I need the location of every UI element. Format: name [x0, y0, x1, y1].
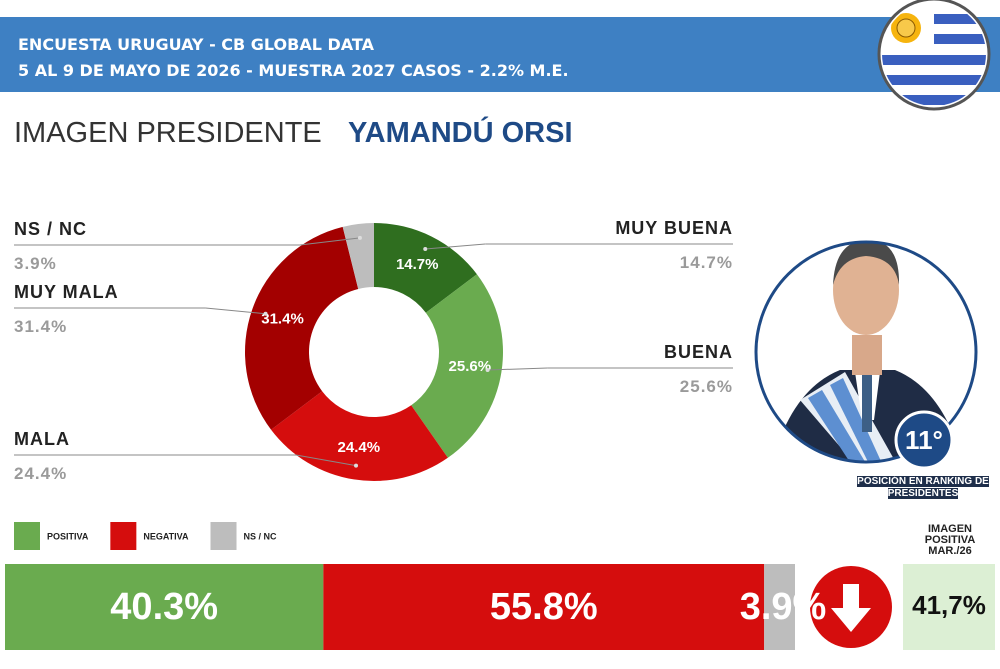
- legend-label: NS / NC: [244, 531, 278, 541]
- trend-arrow-icon: [831, 584, 871, 632]
- leader-dot: [485, 367, 490, 372]
- leader-dot: [423, 247, 428, 252]
- leader-line: [487, 367, 548, 371]
- ranking-caption-box: POSICIÓN EN RANKING DE PRESIDENTES: [857, 476, 989, 499]
- donut-slice: [411, 274, 504, 458]
- bar-label: 40.3%: [110, 586, 218, 628]
- legend-swatch: [210, 522, 237, 550]
- leader-line: [205, 307, 266, 315]
- ranking-position: 11°: [905, 425, 943, 455]
- legend-swatch: [14, 522, 40, 550]
- leader-dot: [263, 311, 268, 316]
- slice-label: 31.4%: [261, 311, 304, 328]
- outer-value: 14.7%: [680, 253, 733, 272]
- slice-label: 14.7%: [396, 256, 439, 273]
- legend-swatch: [110, 522, 137, 550]
- outer-category: MUY MALA: [14, 282, 119, 302]
- bar-segment: [5, 564, 324, 650]
- bar-segment: [323, 564, 765, 650]
- previous-value: 41,7%: [912, 590, 986, 620]
- leader-line: [295, 454, 357, 467]
- ranking-caption: POSICIÓN EN RANKING DE PRESIDENTES: [857, 476, 989, 499]
- leader-line: [299, 237, 361, 246]
- heading-label: IMAGEN PRESIDENTE: [14, 117, 322, 149]
- donut-slice: [374, 223, 477, 313]
- outer-value: 31.4%: [14, 317, 67, 336]
- header-title: ENCUESTA URUGUAY - CB GLOBAL DATA: [18, 35, 375, 54]
- bar-segment: [764, 564, 795, 650]
- outer-category: BUENA: [664, 342, 733, 362]
- leader-dot: [354, 463, 359, 468]
- photo: [754, 240, 978, 464]
- header-band: [0, 17, 1000, 92]
- outer-category: NS / NC: [14, 219, 87, 239]
- legend-label: NEGATIVA: [143, 531, 189, 541]
- previous-box: [903, 564, 995, 650]
- bar-label: 55.8%: [490, 586, 598, 628]
- previous-label: IMAGEN POSITIVA MAR./26: [924, 523, 976, 557]
- slice-label: 24.4%: [338, 439, 381, 456]
- slice-label: 25.6%: [449, 358, 492, 375]
- legend-label: POSITIVA: [47, 531, 89, 541]
- header-subtitle: 5 AL 9 DE MAYO DE 2026 - MUESTRA 2027 CA…: [18, 61, 569, 80]
- outer-value: 3.9%: [14, 254, 57, 273]
- heading-name: YAMANDÚ ORSI: [348, 115, 573, 149]
- outer-category: MUY BUENA: [615, 218, 733, 238]
- flag: [877, 0, 991, 111]
- ranking-badge: [894, 410, 954, 470]
- leader-dot: [357, 235, 362, 240]
- donut-slice: [244, 226, 359, 430]
- leader-line: [425, 243, 486, 250]
- outer-value: 24.4%: [14, 464, 67, 483]
- outer-category: MALA: [14, 429, 70, 449]
- bar-label: 3.9%: [740, 586, 827, 628]
- outer-value: 25.6%: [680, 377, 733, 396]
